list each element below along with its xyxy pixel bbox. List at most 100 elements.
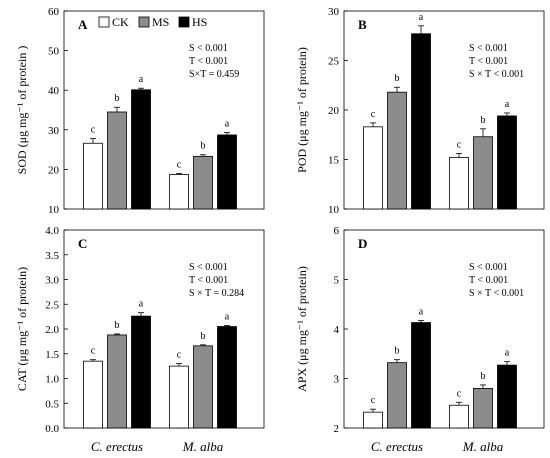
panel-a-bar-hs: [131, 89, 151, 210]
panel-d-bar-ck: [449, 404, 469, 429]
panel-a-ylabel: SOD (μg mg⁻¹ of protein ): [15, 46, 29, 175]
panel-d-stat: T < 0.001: [469, 275, 508, 286]
panel-c-bar-ms: [193, 345, 213, 429]
panel-b-ytick-label: 10: [328, 204, 340, 216]
panel-d-ytick-label: 4: [334, 324, 340, 336]
panel-d-sig-letter: c: [371, 395, 376, 406]
panel-d-bar-hs: [497, 364, 517, 429]
panel-d-sig-letter: a: [505, 348, 510, 359]
panel-a-sig-letter: b: [201, 141, 206, 152]
panel-d-bar-ms: [387, 362, 407, 429]
panel-b-letter: B: [358, 17, 367, 32]
legend-swatch-ms: [138, 16, 150, 28]
panel-c-sig-letter: a: [225, 312, 230, 323]
panel-c-ytick-label: 3.5: [45, 250, 59, 262]
panel-a-sig-letter: c: [91, 125, 96, 136]
panel-c-stat: S × T = 0.284: [189, 288, 244, 299]
panel-b-sig-letter: b: [481, 115, 486, 126]
panel-d-ytick-label: 5: [334, 275, 340, 287]
panel-a-sig-letter: a: [139, 74, 144, 85]
panel-a-ytick-label: 60: [48, 6, 60, 18]
panel-c-bar-hs: [131, 315, 151, 429]
panel-c-ytick-label: 2.0: [45, 324, 59, 336]
panel-b-sig-letter: a: [505, 99, 510, 110]
panel-a-ytick-label: 50: [48, 46, 60, 58]
panel-c-sig-letter: c: [177, 350, 182, 361]
panel-c-ytick-label: 1.5: [45, 349, 59, 361]
panel-a-stat: T < 0.001: [189, 56, 228, 67]
panel-d-sig-letter: a: [419, 307, 424, 318]
panel-b-bar-hs: [411, 33, 431, 210]
panel-c-ylabel: CAT (μg mg⁻¹ of protein): [15, 267, 29, 391]
panel-c-sig-letter: b: [201, 331, 206, 342]
panel-c-sig-letter: a: [139, 299, 144, 310]
panel-a-ytick-label: 10: [48, 204, 60, 216]
panel-d-bar-hs: [411, 322, 431, 429]
panel-b-bar-ck: [363, 126, 383, 210]
x-category-label: C. erectus: [371, 439, 423, 454]
panel-a-sig-letter: c: [177, 159, 182, 170]
panel-d-bar-ck: [363, 411, 383, 429]
panel-c-bar-ck: [169, 365, 189, 429]
panel-d-sig-letter: b: [395, 346, 400, 357]
panel-a-bar-ck: [169, 174, 189, 210]
panel-b-bar-ck: [449, 157, 469, 210]
panel-d-stat: S × T < 0.001: [469, 288, 524, 299]
panel-a-bar-hs: [217, 134, 237, 210]
legend-swatch-ck: [98, 16, 110, 28]
panel-d-sig-letter: b: [481, 371, 486, 382]
panel-d-ytick-label: 3: [334, 374, 340, 386]
panel-d-sig-letter: c: [457, 388, 462, 399]
panel-a-letter: A: [78, 17, 88, 32]
panel-a-stat: S < 0.001: [189, 43, 228, 54]
panel-c-stat: T < 0.001: [189, 275, 228, 286]
panel-d-ylabel: APX (μg mg⁻¹ of protein): [295, 266, 309, 392]
x-category-label: M. alba: [182, 439, 224, 454]
panel-b-ytick-label: 20: [328, 105, 340, 117]
panel-c-sig-letter: b: [115, 320, 120, 331]
panel-a-sig-letter: a: [225, 119, 230, 130]
panel-c-stat: S < 0.001: [189, 262, 228, 273]
panel-c-bar-hs: [217, 326, 237, 429]
panel-b-bar-ms: [387, 91, 407, 210]
panel-b-sig-letter: b: [395, 73, 400, 84]
panel-a-ytick-label: 40: [48, 85, 60, 97]
legend-label-ck: CK: [112, 15, 129, 29]
panel-b-ytick-label: 15: [328, 155, 340, 167]
x-category-label: M. alba: [462, 439, 504, 454]
panel-c-sig-letter: c: [91, 346, 96, 357]
panel-c-ytick-label: 3.0: [45, 275, 59, 287]
panel-c-letter: C: [78, 236, 87, 251]
panel-d-bar-ms: [473, 387, 493, 429]
panel-a-sig-letter: b: [115, 93, 120, 104]
panel-c-ytick-label: 2.5: [45, 299, 59, 311]
panel-a-bar-ms: [193, 155, 213, 210]
legend-label-ms: MS: [152, 15, 169, 29]
panel-d-stat: S < 0.001: [469, 262, 508, 273]
panel-b-sig-letter: c: [371, 109, 376, 120]
panel-b-sig-letter: c: [457, 140, 462, 151]
panel-c-bar-ck: [83, 360, 103, 429]
panel-c-ytick-label: 1.0: [45, 374, 59, 386]
panel-b-bar-hs: [497, 115, 517, 210]
panel-a-bar-ms: [107, 111, 127, 210]
x-category-label: C. erectus: [91, 439, 143, 454]
panel-a-ytick-label: 30: [48, 125, 60, 137]
panel-b-ytick-label: 25: [328, 56, 340, 68]
panel-b-stat: S × T < 0.001: [469, 69, 524, 80]
panel-b-bar-ms: [473, 136, 493, 210]
panel-b-stat: S < 0.001: [469, 43, 508, 54]
panel-d-ytick-label: 2: [334, 423, 340, 435]
panel-a-frame: [63, 10, 265, 210]
panel-c-ytick-label: 4.0: [45, 225, 59, 237]
panel-d-letter: D: [358, 236, 367, 251]
panel-c-ytick-label: 0.0: [45, 423, 59, 435]
panel-a-stat: S×T = 0.459: [189, 69, 239, 80]
panel-b-sig-letter: a: [419, 12, 424, 23]
panel-b-ylabel: POD (μg mg⁻¹ of protein): [295, 47, 309, 173]
legend-label-hs: HS: [192, 15, 207, 29]
panel-a-bar-ck: [83, 142, 103, 210]
panel-a-ytick-label: 20: [48, 164, 60, 176]
panel-d-ytick-label: 6: [334, 225, 340, 237]
